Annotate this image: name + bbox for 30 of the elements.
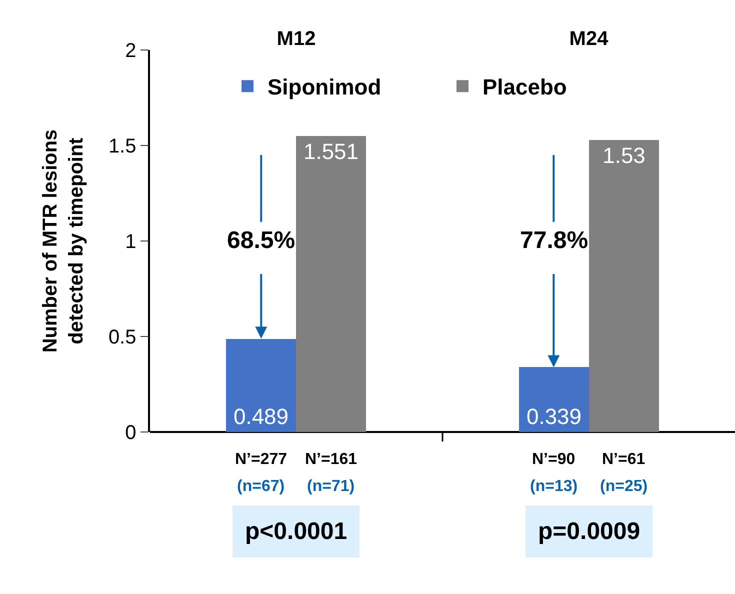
annotation: 77.8% bbox=[520, 227, 588, 254]
text: N’=277 bbox=[235, 451, 288, 468]
text: (n=25) bbox=[600, 478, 648, 495]
y-tick-label: 2 bbox=[125, 40, 136, 62]
text: N’=61 bbox=[602, 451, 646, 468]
legend-label: Placebo bbox=[482, 74, 567, 100]
text: (n=67) bbox=[237, 478, 285, 495]
text: p<0.0001 bbox=[245, 518, 348, 545]
y-tick-label: 1.5 bbox=[108, 136, 136, 158]
bar bbox=[589, 140, 659, 432]
data-label: 0.339 bbox=[526, 404, 582, 429]
data-label: 0.489 bbox=[233, 404, 289, 429]
x-tick-label: M12 bbox=[276, 28, 316, 50]
text: N’=161 bbox=[305, 451, 358, 468]
data-label: 1.53 bbox=[602, 143, 646, 168]
y-axis-title: Number of MTR lesions detected by timepoint bbox=[39, 129, 88, 353]
bar bbox=[519, 367, 589, 432]
x-tick-label: M24 bbox=[569, 28, 610, 50]
text: (n=71) bbox=[307, 478, 355, 495]
y-tick-label: 0 bbox=[125, 422, 136, 444]
annotation: 68.5% bbox=[227, 227, 296, 254]
legend-label: Siponimod bbox=[268, 74, 382, 100]
y-tick-label: 1 bbox=[125, 231, 136, 253]
text: N’=90 bbox=[532, 451, 576, 468]
bar bbox=[226, 339, 296, 432]
text: (n=13) bbox=[530, 478, 578, 495]
y-tick-label: 0.5 bbox=[108, 326, 136, 348]
bar bbox=[296, 136, 366, 432]
data-label: 1.551 bbox=[303, 139, 359, 164]
text: p=0.0009 bbox=[538, 518, 640, 545]
